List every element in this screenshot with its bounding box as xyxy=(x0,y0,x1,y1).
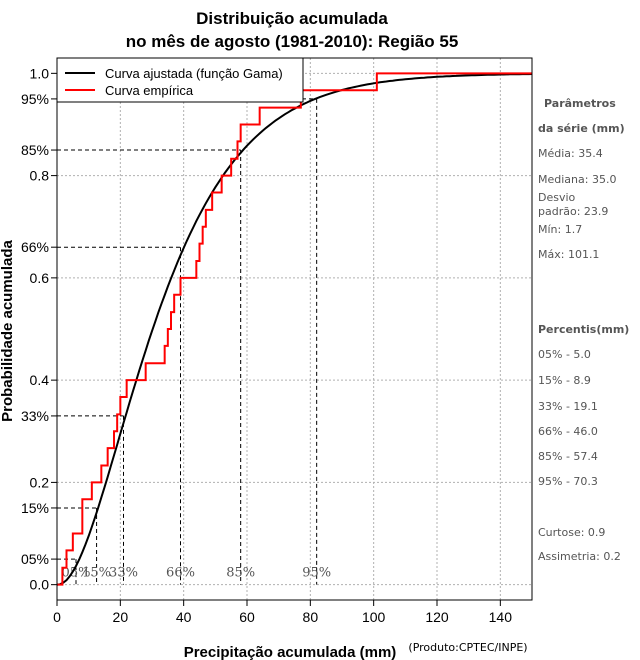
param-value: Máx: 101.1 xyxy=(538,248,599,261)
percentil-value: 15% - 8.9 xyxy=(538,374,591,387)
x-tick-label: 40 xyxy=(176,609,192,625)
legend-box xyxy=(56,57,304,103)
legend: Curva ajustada (função Gama) Curva empíri… xyxy=(56,57,304,103)
x-tick-label: 60 xyxy=(239,609,255,625)
y-tick-label: 05% xyxy=(21,551,49,567)
params-title-1: Parâmetros xyxy=(544,97,616,110)
y-tick-label: 0.4 xyxy=(30,372,50,388)
y-tick-label: 15% xyxy=(21,500,49,516)
legend-label: Curva empírica xyxy=(105,83,194,98)
side-panel: Parâmetros da série (mm) Média: 35.4 Median… xyxy=(538,97,629,563)
x-tick-label: 120 xyxy=(425,609,449,625)
legend-label: Curva ajustada (função Gama) xyxy=(105,66,283,81)
x-tick-label: 0 xyxy=(53,609,61,625)
chart-title-line-2: no mês de agosto (1981-2010): Região 55 xyxy=(126,32,459,51)
percentil-value: 95% - 70.3 xyxy=(538,475,598,488)
y-tick-label: 0.8 xyxy=(30,168,50,184)
x-tick-label: 20 xyxy=(113,609,129,625)
y-tick-label: 33% xyxy=(21,408,49,424)
x-axis: 0 20 40 60 80 100 120 140 xyxy=(53,600,512,625)
y-tick-label: 95% xyxy=(21,91,49,107)
y-tick-label: 0.6 xyxy=(30,270,50,286)
y-axis-title: Probabilidade acumulada xyxy=(0,239,16,421)
series-line-empirical xyxy=(57,72,532,586)
y-tick-label: 85% xyxy=(21,142,49,158)
x-axis-title: Precipitação acumulada (mm) xyxy=(184,644,397,660)
percentil-value: 85% - 57.4 xyxy=(538,450,598,463)
credit-text: (Produto:CPTEC/INPE) xyxy=(408,641,527,654)
param-value: Mediana: 35.0 xyxy=(538,173,616,186)
percentil-value: 05% - 5.0 xyxy=(538,348,591,361)
percentile-x-label: 95% xyxy=(302,566,331,581)
series-line-fitted xyxy=(56,73,533,586)
params-title-2: da série (mm) xyxy=(538,122,625,135)
percentile-guides: 05%15%33% 66% 85% 95% xyxy=(57,98,331,585)
y-tick-label: 0.2 xyxy=(30,474,50,490)
percentile-x-label: 15% xyxy=(82,566,111,581)
chart-title: Distribuição acumulada no mês de agosto … xyxy=(126,9,459,51)
x-tick-label: 80 xyxy=(303,609,319,625)
percentile-x-label: 66% xyxy=(166,566,195,581)
y-tick-label: 1.0 xyxy=(30,65,50,81)
y-axis: 0.0 05% 15% 0.2 33% 0.4 0.6 66% 0.8 85% 95% 1.0 xyxy=(21,65,57,593)
x-tick-label: 140 xyxy=(489,609,513,625)
x-tick-label: 100 xyxy=(362,609,386,625)
chart-title-line-1: Distribuição acumulada xyxy=(196,9,388,28)
param-value: Desvio xyxy=(538,191,576,204)
param-value: Média: 35.4 xyxy=(538,147,603,160)
percentil-value: 66% - 46.0 xyxy=(538,425,598,438)
plot-frame xyxy=(56,57,533,601)
series xyxy=(56,72,533,586)
percentile-x-label: 33% xyxy=(109,566,138,581)
percentil-value: 33% - 19.1 xyxy=(538,400,598,413)
param-value: padrão: 23.9 xyxy=(538,205,608,218)
percentile-x-label: 85% xyxy=(226,566,255,581)
grid xyxy=(57,58,532,600)
y-tick-label: 0.0 xyxy=(30,577,50,593)
y-tick-label: 66% xyxy=(21,239,49,255)
moment-value: Assimetria: 0.2 xyxy=(538,550,621,563)
param-value: Mín: 1.7 xyxy=(538,223,582,236)
moment-value: Curtose: 0.9 xyxy=(538,526,605,539)
percentis-title: Percentis(mm) xyxy=(538,323,629,336)
